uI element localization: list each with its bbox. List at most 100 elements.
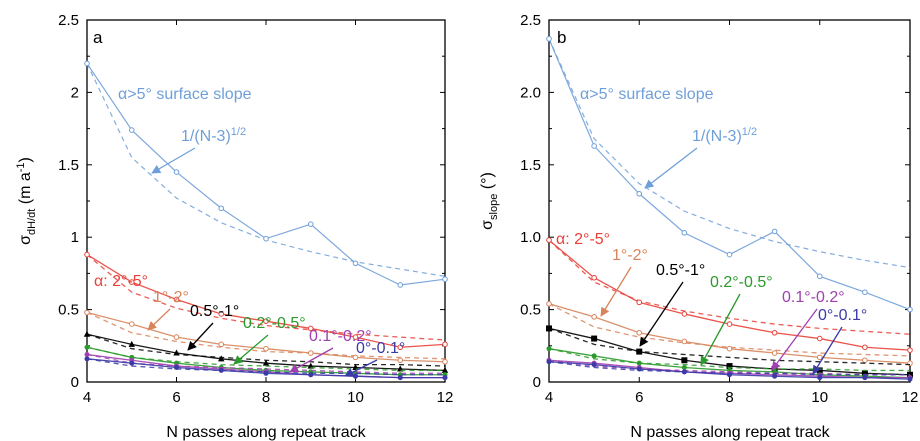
data-point [218,367,224,373]
data-point [173,296,180,303]
label-05-1: 0.5°-1° [656,262,705,279]
data-point [84,356,90,362]
data-point [546,36,552,42]
data-point [907,347,913,353]
data-point [591,143,597,149]
y-tick-label: 2.0 [520,84,541,101]
x-tick-label: 10 [811,389,828,406]
data-point [726,345,733,352]
label-1-2: 1°-2° [153,289,189,306]
panel-b: b 4 6 8 10 12 0 0.5 1.0 1.5 2.0 2.5 σslope (°) N p… [479,12,918,441]
arrow-05-1 [639,281,684,347]
surface-slope-label: α>5° surface slope [118,86,252,103]
data-point [218,205,225,212]
x-tick-label: 12 [902,389,919,406]
data-point [263,345,269,352]
svg-text:σslope (°): σslope (°) [479,172,500,230]
data-point [771,228,778,235]
y-tick-label: 2.5 [58,12,79,29]
y-tick-label: 0 [533,374,541,391]
data-point [218,341,225,348]
model-line [86,311,446,360]
label-01-02: 0.1°-0.2° [782,289,845,306]
model-line [548,303,911,357]
data-point [772,373,778,379]
arrow-02-05 [700,293,741,366]
x-tick-label: 6 [172,389,180,406]
label-0-01: 0°-0.1° [818,307,867,324]
data-point [546,359,552,365]
data-point [442,341,448,348]
data-point [816,354,823,361]
data-point [352,260,359,267]
y-axis-unit: (°) [479,172,496,194]
arrow-1-2 [147,308,171,331]
y-axis-symbol: σ [17,235,34,245]
y-axis-close: ) [17,157,34,162]
data-point [441,366,449,373]
data-point [681,230,688,236]
data-point [307,350,314,356]
data-point [907,376,913,382]
y-axis-symbol: σ [479,220,496,230]
y-axis-label: σdH/dt (m a-1) [15,157,38,245]
arrow-0-01 [344,359,378,377]
y-axis-unit: (m a [17,172,34,209]
label-2-5: α: 2°-5° [94,273,148,290]
x-tick-label: 12 [437,389,454,406]
data-point [546,346,552,352]
x-axis-label: N passes along repeat track [166,424,366,441]
model-line [86,358,445,376]
label-02-05: 0.2°-0.5° [243,315,306,332]
data-point [546,301,552,307]
data-point [636,190,643,197]
data-point [218,355,225,362]
data-point [308,372,314,378]
data-point [591,353,597,359]
annotations: α>5° surface slope 1/(N-3)1/2 α: 2°-5° 1… [556,86,867,375]
label-01-02: 0.1°-0.2° [309,328,372,345]
data-point [636,329,643,336]
label-02-05: 0.2°-0.5° [710,274,773,291]
data-point [816,273,823,280]
arrow-05-1 [187,322,214,351]
data-point [129,360,135,366]
data-point [817,375,823,381]
model-line [548,239,911,335]
arrow-01-02 [289,347,334,373]
data-point [591,274,597,281]
data-point [636,299,643,306]
surface-slope-label: α>5° surface slope [580,86,714,103]
data-point [862,375,868,381]
data-point [771,350,778,356]
data-point [636,360,642,366]
data-point [681,357,688,364]
data-point [681,338,688,345]
panel-label: a [93,28,103,47]
arrow-02-05 [233,334,269,365]
y-axis-label: σslope (°) [479,172,500,230]
data-point [442,375,448,381]
data-point [861,370,868,377]
data-point [84,60,90,67]
data-point [128,279,135,285]
data-point [397,282,404,288]
data-point [862,289,868,296]
data-point [816,335,823,342]
data-point [262,359,270,366]
label-05-1: 0.5°-1° [190,303,239,320]
data-point [591,314,597,320]
data-point [681,369,687,375]
data-point [353,373,358,379]
axis-ticks: 4 6 8 10 12 0 0.5 1.0 1.5 2.0 2.5 [520,12,918,406]
y-axis-superscript: -1 [15,162,27,172]
arrow-model [644,147,698,189]
model-label: 1/(N-3)1/2 [692,126,757,145]
data-point [771,329,778,336]
x-axis-label: N passes along repeat track [630,424,830,441]
data-point [442,358,448,365]
model-line [548,38,911,269]
data-point [352,334,359,340]
model-line [86,353,445,374]
